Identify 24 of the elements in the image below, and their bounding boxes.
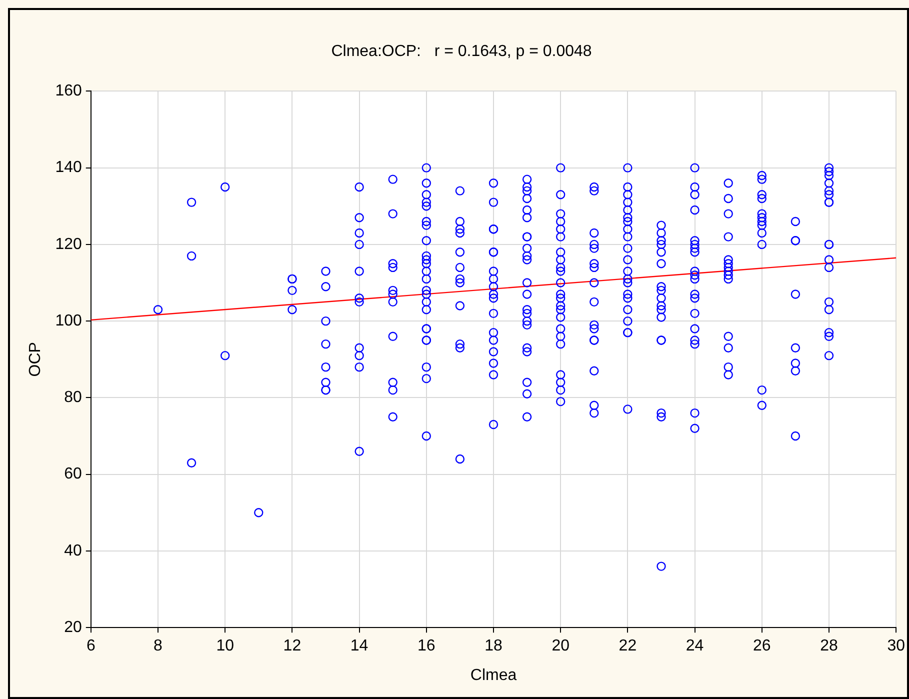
y-tick-label: 140 [55,159,82,176]
x-axis-title: Clmea [470,666,517,684]
x-tick-label: 16 [418,638,436,655]
y-axis-title: OCP [27,342,44,377]
y-tick-label: 60 [64,466,82,483]
y-tick-label: 160 [55,82,82,100]
x-tick-label: 28 [820,638,838,655]
x-tick-label: 6 [86,638,96,655]
x-tick-label: 26 [753,638,771,655]
x-tick-label: 14 [350,638,368,655]
x-tick-label: 10 [216,638,234,655]
x-tick-label: 8 [154,638,163,655]
x-tick-label: 24 [686,638,704,655]
y-tick-label: 80 [64,389,82,406]
chart-title: Clmea:OCP: r = 0.1643, p = 0.0048 [331,43,592,60]
x-tick-label: 12 [283,638,302,655]
x-tick-label: 20 [552,638,570,655]
x-tick-label: 30 [887,638,906,655]
x-tick-label: 18 [484,638,502,655]
y-tick-label: 20 [64,619,82,636]
y-tick-label: 100 [55,312,82,330]
x-tick-label: 22 [618,638,637,655]
y-tick-label: 120 [55,236,82,253]
y-tick-label: 40 [64,542,82,560]
